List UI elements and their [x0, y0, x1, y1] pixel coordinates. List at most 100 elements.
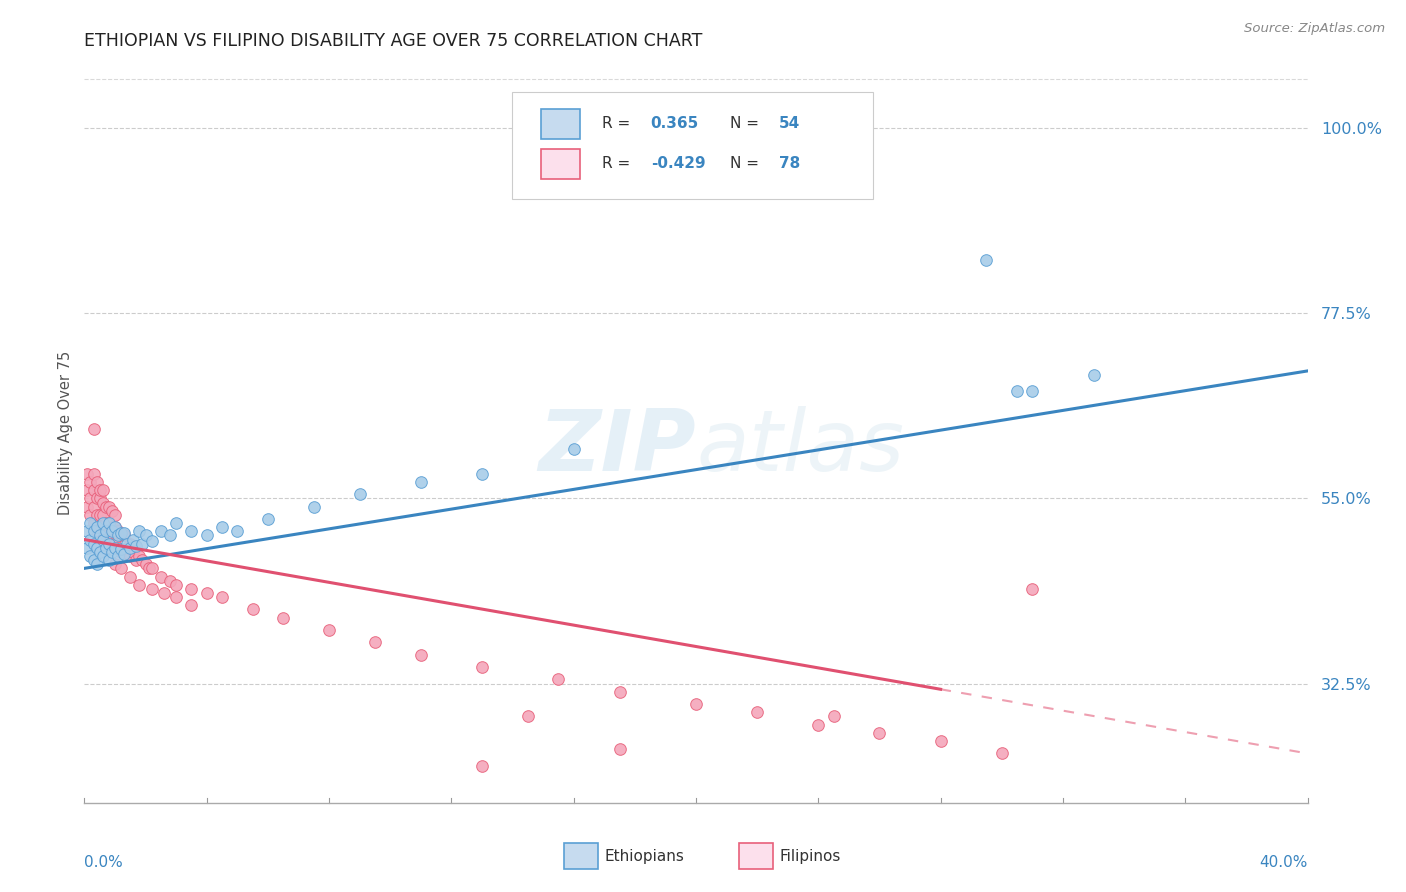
- Point: [120, 541, 142, 555]
- Point: [76, 541, 98, 555]
- Point: [107, 524, 129, 539]
- Point: [110, 545, 132, 559]
- Point: [110, 561, 132, 575]
- Point: [747, 706, 769, 720]
- Point: [83, 536, 105, 550]
- Point: [94, 528, 117, 542]
- Point: [141, 582, 163, 596]
- Point: [83, 524, 105, 539]
- Point: [91, 533, 114, 547]
- Point: [91, 495, 114, 509]
- Point: [159, 574, 181, 588]
- Point: [149, 524, 172, 539]
- Point: [211, 520, 233, 534]
- Point: [125, 553, 148, 567]
- Point: [91, 516, 114, 530]
- Point: [547, 673, 569, 687]
- Point: [149, 569, 172, 583]
- Point: [976, 252, 998, 267]
- Point: [122, 545, 145, 559]
- Point: [609, 685, 631, 699]
- Point: [86, 558, 108, 572]
- Point: [101, 504, 124, 518]
- Point: [991, 747, 1014, 761]
- Point: [104, 558, 127, 572]
- Point: [180, 582, 202, 596]
- Point: [97, 536, 120, 550]
- Point: [318, 623, 340, 637]
- Point: [97, 516, 120, 530]
- Point: [869, 726, 891, 740]
- Point: [94, 500, 117, 514]
- Point: [364, 635, 387, 649]
- Point: [83, 500, 105, 514]
- Point: [141, 534, 163, 549]
- Point: [91, 549, 114, 563]
- Y-axis label: Disability Age Over 75: Disability Age Over 75: [58, 351, 73, 515]
- Point: [120, 569, 142, 583]
- Point: [131, 536, 153, 550]
- Point: [101, 524, 124, 539]
- Point: [112, 528, 135, 542]
- Point: [471, 467, 494, 481]
- Point: [83, 516, 105, 530]
- Point: [115, 536, 138, 550]
- Point: [141, 561, 163, 575]
- Point: [107, 528, 129, 542]
- Point: [107, 541, 129, 555]
- Point: [97, 553, 120, 567]
- Point: [97, 533, 120, 547]
- Point: [195, 586, 218, 600]
- Text: 0.0%: 0.0%: [84, 855, 124, 870]
- Text: 78: 78: [779, 156, 800, 171]
- Point: [89, 491, 111, 506]
- Point: [1021, 384, 1043, 399]
- Point: [807, 717, 830, 731]
- Point: [94, 516, 117, 530]
- Point: [242, 602, 264, 616]
- Point: [107, 549, 129, 563]
- Text: atlas: atlas: [696, 406, 904, 489]
- Point: [76, 483, 98, 498]
- Point: [128, 524, 150, 539]
- Point: [89, 528, 111, 542]
- Bar: [738, 843, 773, 869]
- Point: [86, 475, 108, 489]
- Point: [128, 549, 150, 563]
- Point: [94, 541, 117, 555]
- Text: -0.429: -0.429: [651, 156, 706, 171]
- Point: [110, 526, 132, 541]
- Point: [115, 541, 138, 555]
- Point: [89, 545, 111, 559]
- Point: [823, 709, 845, 723]
- Point: [131, 553, 153, 567]
- Text: R =: R =: [602, 156, 636, 171]
- Point: [86, 508, 108, 522]
- Point: [79, 491, 101, 506]
- Text: ETHIOPIAN VS FILIPINO DISABILITY AGE OVER 75 CORRELATION CHART: ETHIOPIAN VS FILIPINO DISABILITY AGE OVE…: [84, 32, 703, 50]
- Point: [929, 734, 952, 748]
- Point: [79, 533, 101, 547]
- Point: [159, 528, 181, 542]
- Point: [257, 512, 280, 526]
- Point: [302, 500, 325, 514]
- Point: [104, 536, 127, 550]
- Text: Filipinos: Filipinos: [779, 848, 841, 863]
- Point: [211, 590, 233, 604]
- Point: [165, 516, 187, 530]
- Point: [165, 578, 187, 592]
- Bar: [541, 109, 579, 138]
- Point: [128, 578, 150, 592]
- Point: [153, 586, 176, 600]
- Point: [86, 524, 108, 539]
- Point: [86, 491, 108, 506]
- Point: [91, 524, 114, 539]
- Point: [112, 547, 135, 561]
- Text: 54: 54: [779, 116, 800, 131]
- Point: [79, 549, 101, 563]
- Point: [79, 508, 101, 522]
- Point: [76, 467, 98, 481]
- Point: [609, 742, 631, 756]
- Point: [1083, 368, 1105, 382]
- Point: [104, 541, 127, 555]
